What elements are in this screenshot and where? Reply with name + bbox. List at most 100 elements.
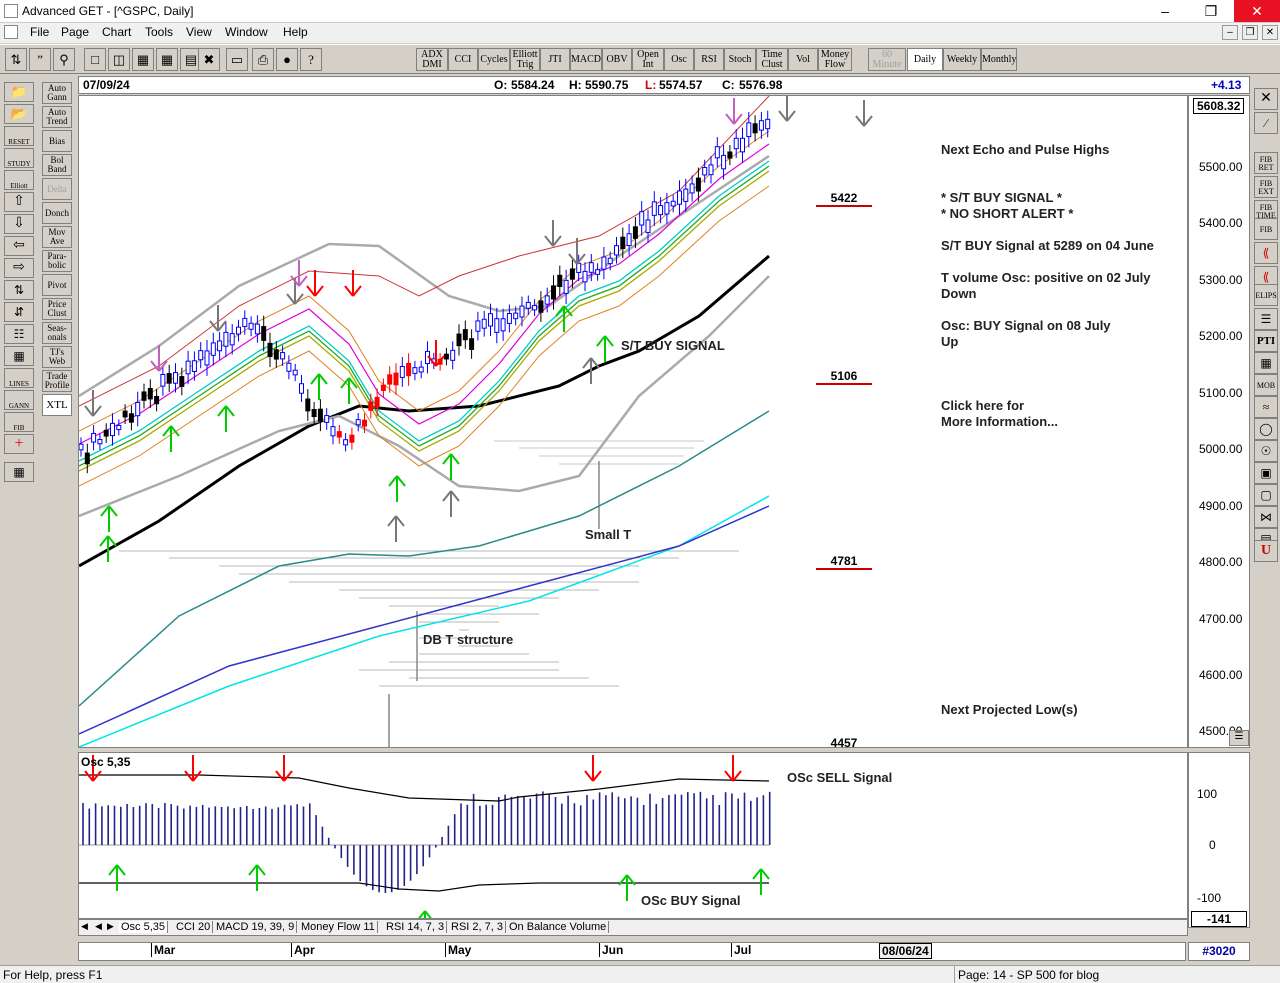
maximize-button[interactable]: ❐ (1204, 3, 1218, 19)
wave-icon[interactable]: ≈ (1254, 396, 1278, 418)
expand-icon[interactable]: ☷ (4, 324, 34, 344)
indicator-open-int[interactable]: Open Int (632, 48, 664, 71)
price-chart[interactable]: Next Echo and Pulse Highs * S/T BUY SIGN… (78, 95, 1188, 750)
channel-icon[interactable]: ☰ (1254, 308, 1278, 330)
pitchfork-icon[interactable]: ⋈ (1254, 506, 1278, 528)
scale-icon[interactable]: ☰ (1229, 730, 1249, 746)
grid-icon[interactable]: ▦ (4, 346, 34, 366)
reset-icon[interactable]: RESET (4, 126, 34, 146)
tool-bias[interactable]: Bias (42, 130, 72, 152)
zoom-out-icon[interactable]: ⇵ (4, 302, 34, 322)
delete-icon[interactable]: ✖ (198, 48, 220, 71)
mob-icon[interactable]: MOB (1254, 374, 1278, 396)
tab-money-flow[interactable]: Money Flow 11 (299, 921, 378, 933)
calculator-icon[interactable]: ▦ (4, 462, 34, 482)
tool-mov-ave[interactable]: Mov Ave (42, 226, 72, 248)
new-page-icon[interactable]: □ (84, 48, 106, 71)
tool-auto-trend[interactable]: Auto Trend (42, 106, 72, 128)
trendline-icon[interactable]: ∕ (1254, 112, 1278, 134)
tool-seasonals[interactable]: Seas-onals (42, 322, 72, 344)
pti-icon[interactable]: PTI (1254, 330, 1278, 352)
info-icon[interactable]: ● (276, 48, 298, 71)
indicator-macd[interactable]: MACD (570, 48, 602, 71)
menu-file[interactable]: File (30, 25, 50, 39)
tool-donch[interactable]: Donch (42, 202, 72, 224)
tool-price-clust[interactable]: Price Clust (42, 298, 72, 320)
fib-icon[interactable]: FIB (1254, 218, 1278, 240)
menu-page[interactable]: Page (61, 25, 90, 39)
indicator-adx[interactable]: ADX DMI (416, 48, 448, 71)
tool-bol-band[interactable]: Bol Band (42, 154, 72, 176)
fib-ret-icon[interactable]: FIB RET (1254, 152, 1278, 174)
copy-icon[interactable]: ◫ (108, 48, 130, 71)
menu-view[interactable]: View (186, 25, 212, 39)
indicator-vol[interactable]: Vol (788, 48, 818, 71)
tab-cci[interactable]: CCI 20 (174, 921, 214, 933)
fan-down-icon[interactable]: ⟪ (1254, 266, 1278, 288)
indicator-stoch[interactable]: Stoch (724, 48, 756, 71)
box-tool-icon[interactable]: ▢ (1254, 484, 1278, 506)
chart-edit-icon[interactable]: ▦ (156, 48, 178, 71)
tab-scroll-left-icon[interactable]: ◀ (95, 921, 102, 931)
tab-scroll-right-icon[interactable]: ▶ (107, 921, 114, 931)
fib-ext-icon[interactable]: FIB EXT (1254, 176, 1278, 198)
fib-icon[interactable]: FIB (4, 412, 34, 432)
close-tool-icon[interactable]: ✕ (1254, 88, 1278, 110)
indicator-cycles[interactable]: Cycles (478, 48, 510, 71)
tool-xtl[interactable]: XTL (42, 394, 72, 416)
help-context-icon[interactable]: ? (300, 48, 322, 71)
tool-auto-gann[interactable]: Auto Gann (42, 82, 72, 104)
more-info-link-2[interactable]: More Information... (941, 414, 1058, 429)
close-button[interactable]: ✕ (1234, 0, 1280, 22)
tab-rsi-14[interactable]: RSI 14, 7, 3 (384, 921, 448, 933)
grid-tool-icon[interactable]: ▦ (1254, 352, 1278, 374)
menu-tools[interactable]: Tools (145, 25, 174, 39)
indicator-obv[interactable]: OBV (602, 48, 632, 71)
ellipse-icon[interactable]: ELIPS (1254, 284, 1278, 306)
period-monthly[interactable]: Monthly (981, 48, 1017, 71)
pointer-icon[interactable]: ⇅ (5, 48, 27, 71)
menu-chart[interactable]: Chart (102, 25, 132, 39)
arrow-right-icon[interactable]: ⇨ (4, 258, 34, 278)
gann-icon[interactable]: GANN (4, 390, 34, 410)
indicator-jti[interactable]: JTI (540, 48, 570, 71)
indicator-time-clust[interactable]: Time Clust (756, 48, 788, 71)
arrow-left-icon[interactable]: ⇦ (4, 236, 34, 256)
chart-new-icon[interactable]: ▦ (132, 48, 154, 71)
tool-tjs-web[interactable]: TJ's Web (42, 346, 72, 368)
magnet-icon[interactable]: U (1254, 540, 1278, 562)
document-icon[interactable] (4, 25, 18, 39)
export-icon[interactable]: ▭ (226, 48, 248, 71)
minimize-button[interactable]: – (1161, 3, 1169, 19)
arrow-up-icon[interactable]: ⇧ (4, 192, 34, 212)
more-info-link[interactable]: Click here for (941, 398, 1025, 413)
indicator-rsi[interactable]: RSI (694, 48, 724, 71)
fib-time-icon[interactable]: FIB TIME (1254, 200, 1278, 222)
tool-parabolic[interactable]: Para-bolic (42, 250, 72, 272)
save-folder-icon[interactable]: 📂 (4, 104, 34, 124)
period-weekly[interactable]: Weekly (943, 48, 981, 71)
indicator-elliott-trig[interactable]: Elliott Trig (510, 48, 540, 71)
quote-icon[interactable]: ” (29, 48, 51, 71)
elliott-icon[interactable]: Elliott (4, 170, 34, 190)
indicator-osc[interactable]: Osc (664, 48, 694, 71)
period-daily[interactable]: Daily (907, 48, 943, 71)
oscillator-panel[interactable]: Osc 5,35 OSc SELL Signal OSc BUY Signal (78, 752, 1188, 919)
spiral-icon[interactable]: ☉ (1254, 440, 1278, 462)
tab-rsi-2[interactable]: RSI 2, 7, 3 (449, 921, 506, 933)
tool-delta[interactable]: Delta (42, 178, 72, 200)
tab-osc[interactable]: Osc 5,35 (119, 921, 169, 933)
mdi-minimize-icon[interactable]: – (1222, 25, 1238, 40)
mdi-restore-icon[interactable]: ❐ (1242, 25, 1258, 40)
mdi-close-icon[interactable]: ✕ (1262, 25, 1278, 40)
menu-window[interactable]: Window (225, 25, 268, 39)
tool-pivot[interactable]: Pivot (42, 274, 72, 296)
open-folder-icon[interactable]: 📁 (4, 82, 34, 102)
lines-icon[interactable]: LINES (4, 368, 34, 388)
tool-trade-profile[interactable]: Trade Profile (42, 370, 72, 392)
fan-icon[interactable]: ⟪ (1254, 242, 1278, 264)
tab-obv[interactable]: On Balance Volume (507, 921, 610, 933)
indicator-money-flow[interactable]: Money Flow (818, 48, 852, 71)
menu-help[interactable]: Help (283, 25, 308, 39)
crosshair-icon[interactable]: + (4, 434, 34, 454)
